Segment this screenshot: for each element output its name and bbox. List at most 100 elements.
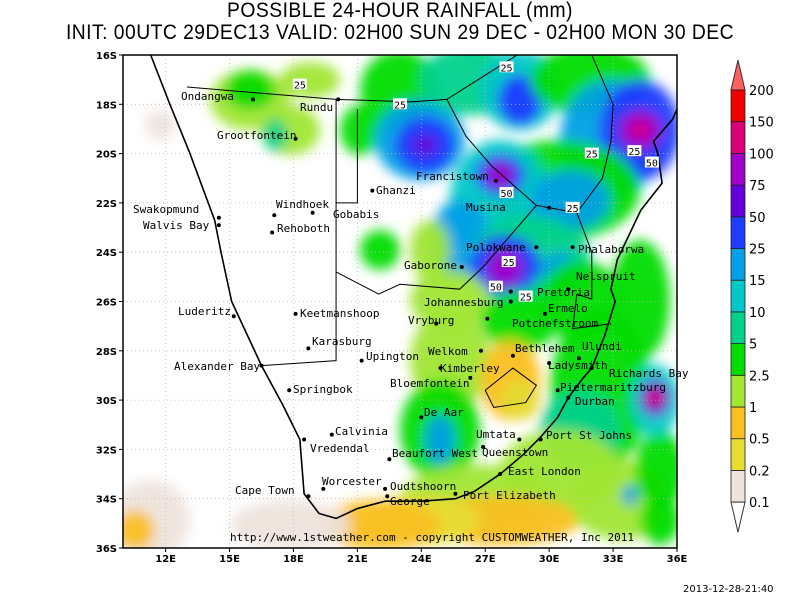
- city-marker: [293, 136, 298, 141]
- city-label: Upington: [366, 350, 419, 363]
- city-marker: [272, 213, 277, 218]
- city-marker: [508, 289, 513, 294]
- contour-label: 25: [294, 81, 306, 92]
- city-label: Potchefstroom: [512, 317, 598, 330]
- city-label: Karasburg: [312, 335, 372, 348]
- city-marker: [216, 215, 221, 220]
- city-marker: [438, 366, 443, 371]
- legend-label: 1: [749, 401, 757, 416]
- contour-label-bg: [627, 145, 642, 157]
- rain-area: [410, 220, 450, 280]
- country-border: [336, 109, 358, 204]
- lat-tick-label: 18S: [96, 100, 117, 111]
- rain-area: [123, 510, 155, 548]
- rain-area: [425, 415, 455, 465]
- coastline: [149, 55, 677, 520]
- city-marker: [385, 494, 390, 499]
- city-label: Port St Johns: [546, 429, 632, 442]
- city-label: Gaborone: [404, 259, 457, 272]
- contour-label-bg: [644, 156, 659, 168]
- city-label: Walvis Bay: [143, 219, 210, 232]
- city-marker: [321, 486, 326, 491]
- legend-swatch: [730, 374, 746, 408]
- lon-tick-label: 36E: [667, 554, 688, 565]
- country-border: [484, 367, 538, 409]
- city-marker: [302, 437, 307, 442]
- city-label: Rehoboth: [277, 222, 330, 235]
- legend-swatch: [730, 248, 746, 281]
- city-label: Calvinia: [335, 425, 388, 438]
- city-label: Francistown: [416, 170, 489, 183]
- city-labels: Ondangwa Rundu Grootfontein Swakopmund Walvi…: [133, 90, 689, 508]
- city-marker: [566, 395, 571, 400]
- city-marker: [498, 472, 503, 477]
- city-marker: [468, 375, 473, 380]
- city-label: Gobabis: [333, 208, 379, 221]
- city-marker: [566, 287, 571, 292]
- rain-area: [410, 270, 490, 330]
- city-label: Welkom: [428, 345, 468, 358]
- credit-text: http://www.1stweather.com - copyright CU…: [230, 531, 634, 544]
- legend-swatch: [730, 152, 746, 186]
- contour-label-bg: [488, 280, 503, 292]
- rain-area: [486, 163, 514, 187]
- city-marker: [517, 437, 522, 442]
- legend-label: 0.2: [749, 464, 770, 479]
- city-marker: [293, 311, 298, 316]
- rain-area: [498, 75, 542, 125]
- legend-label: 5: [749, 338, 757, 353]
- city-marker: [250, 97, 255, 102]
- legend-swatch: [730, 279, 746, 313]
- contour-label-bg: [518, 290, 533, 302]
- rain-area: [280, 62, 340, 98]
- city-marker: [542, 311, 547, 316]
- city-marker: [534, 245, 539, 250]
- city-label: Richards Bay: [609, 367, 689, 380]
- city-label: Vryburg: [408, 314, 454, 327]
- city-label: Musina: [466, 201, 506, 214]
- legend-label: 0.5: [749, 433, 770, 448]
- contour-label-bg: [584, 147, 599, 159]
- city-marker: [419, 415, 424, 420]
- contour-label-bg: [499, 61, 514, 73]
- city-label: Vredendal: [310, 442, 370, 455]
- country-border: [186, 86, 447, 103]
- city-marker: [359, 358, 364, 363]
- lon-tick-label: 33E: [603, 554, 624, 565]
- timestamp: 2013-12-28-21:40: [683, 584, 774, 595]
- city-label: Ondangwa: [181, 90, 234, 103]
- city-marker: [570, 245, 575, 250]
- city-marker: [370, 188, 375, 193]
- city-marker: [555, 388, 560, 393]
- contour-label: 25: [520, 293, 532, 304]
- city-label: Bethlehem: [515, 342, 575, 355]
- contour-label-bg: [499, 187, 514, 199]
- rain-area: [530, 170, 610, 230]
- city-label: Oudtshoorn: [390, 480, 456, 493]
- city-label: Ghanzi: [376, 184, 416, 197]
- contour-label-bg: [393, 98, 407, 110]
- rain-area: [230, 500, 350, 548]
- city-label: Rundu: [300, 101, 333, 114]
- city-label: Pietermaritzburg: [560, 381, 666, 394]
- city-marker: [478, 348, 483, 353]
- legend-swatch: [730, 311, 746, 344]
- city-label: Alexander Bay: [174, 360, 260, 373]
- city-marker: [231, 314, 236, 319]
- rain-area: [411, 135, 439, 155]
- lat-tick-label: 20S: [96, 150, 117, 161]
- city-marker: [589, 366, 594, 371]
- contour-label-bg: [292, 78, 307, 90]
- city-label: Cape Town: [235, 484, 295, 497]
- lon-tick-label: 30E: [539, 554, 560, 565]
- city-label: Durban: [575, 395, 615, 408]
- legend-label: 50: [749, 211, 766, 226]
- legend-swatch: [730, 406, 746, 440]
- contour-label: 50: [646, 159, 658, 170]
- city-label: Springbok: [293, 383, 353, 396]
- legend-swatch: [730, 469, 746, 503]
- rain-area: [630, 122, 650, 138]
- legend-label: 150: [749, 116, 774, 131]
- legend-swatch: [730, 184, 746, 218]
- legend-swatch: [730, 438, 746, 471]
